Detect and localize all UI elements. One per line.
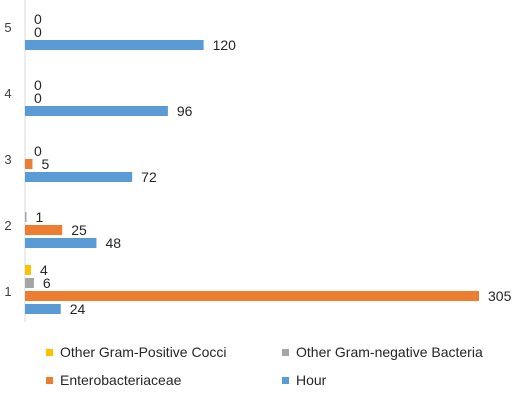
- bar: [25, 278, 34, 288]
- data-label: 0: [34, 90, 42, 106]
- data-label: 48: [105, 235, 121, 251]
- legend-swatch: [46, 376, 53, 384]
- data-label: 24: [70, 301, 86, 317]
- legend-swatch: [282, 376, 289, 384]
- bar: [25, 265, 31, 275]
- bar: [25, 304, 61, 314]
- data-label: 305: [488, 288, 512, 304]
- legend-label: Other Gram-negative Bacteria: [296, 344, 483, 360]
- bar: [25, 238, 97, 248]
- bar: [25, 212, 27, 222]
- data-label: 25: [71, 222, 87, 238]
- category-tick-label: 4: [4, 86, 11, 101]
- data-label: 1: [35, 209, 43, 225]
- legend-label: Other Gram-Positive Cocci: [60, 344, 227, 360]
- data-label: 120: [213, 37, 237, 53]
- legend-label: Hour: [296, 372, 327, 388]
- legend-item-gram-positive: Other Gram-Positive Cocci: [46, 344, 226, 360]
- data-label: 5: [41, 156, 49, 172]
- data-label: 72: [141, 169, 157, 185]
- category-tick-label: 2: [4, 218, 11, 233]
- bar: [25, 225, 63, 235]
- data-label: 0: [34, 77, 42, 93]
- legend-item-gram-negative: Other Gram-negative Bacteria: [282, 344, 483, 360]
- data-label: 96: [177, 103, 193, 119]
- legend: Other Gram-Positive Cocci Other Gram-neg…: [46, 342, 514, 398]
- legend-label: Enterobacteriaceae: [60, 372, 182, 388]
- bar: [25, 172, 133, 182]
- legend-item-enterobacteriaceae: Enterobacteriaceae: [46, 372, 181, 388]
- bar: [25, 40, 204, 50]
- data-label: 0: [34, 11, 42, 27]
- category-tick-label: 5: [4, 20, 11, 35]
- bar: [25, 159, 33, 169]
- data-label: 6: [43, 275, 51, 291]
- bar: [25, 291, 479, 301]
- legend-swatch: [46, 348, 53, 356]
- category-tick-label: 3: [4, 152, 11, 167]
- legend-swatch: [282, 348, 289, 356]
- legend-item-hour: Hour: [282, 372, 326, 388]
- bar: [25, 106, 168, 116]
- data-label: 0: [34, 143, 42, 159]
- data-label: 0: [34, 24, 42, 40]
- category-tick-label: 1: [4, 284, 11, 299]
- data-label: 4: [40, 262, 48, 278]
